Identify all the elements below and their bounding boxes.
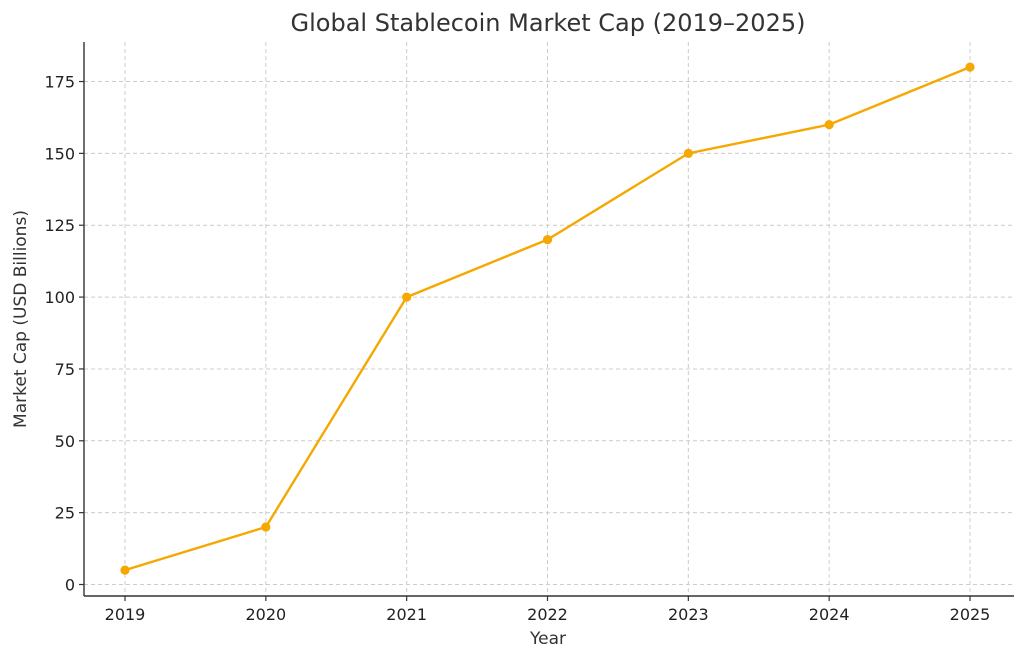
y-axis-title: Market Cap (USD Billions) — [11, 210, 31, 428]
y-axis-ticks: 0 25 50 75 100 125 150 175 — [44, 73, 84, 595]
x-tick-label: 2022 — [527, 605, 568, 624]
x-tick-label: 2021 — [386, 605, 427, 624]
data-point — [261, 522, 271, 532]
x-axis-title: Year — [529, 629, 566, 649]
x-tick-label: 2025 — [950, 605, 991, 624]
data-point — [965, 62, 975, 72]
data-point — [402, 292, 412, 302]
x-axis-ticks: 2019 2020 2021 2022 2023 2024 2025 — [105, 596, 991, 624]
x-tick-label: 2024 — [809, 605, 850, 624]
data-point — [824, 120, 834, 130]
y-tick-label: 125 — [44, 216, 75, 235]
y-tick-label: 50 — [55, 432, 75, 451]
x-tick-label: 2023 — [668, 605, 709, 624]
y-tick-label: 175 — [44, 73, 75, 92]
data-point — [120, 565, 130, 575]
y-tick-label: 150 — [44, 144, 75, 163]
data-point — [683, 148, 693, 158]
chart-title: Global Stablecoin Market Cap (2019–2025) — [291, 9, 806, 37]
series-group — [120, 62, 975, 575]
y-tick-label: 75 — [55, 360, 75, 379]
y-tick-label: 100 — [44, 288, 75, 307]
x-tick-label: 2019 — [105, 605, 146, 624]
y-tick-label: 25 — [55, 504, 75, 523]
data-point — [542, 235, 553, 245]
y-tick-label: 0 — [65, 576, 75, 595]
x-tick-label: 2020 — [245, 605, 286, 624]
grid — [84, 42, 1014, 596]
